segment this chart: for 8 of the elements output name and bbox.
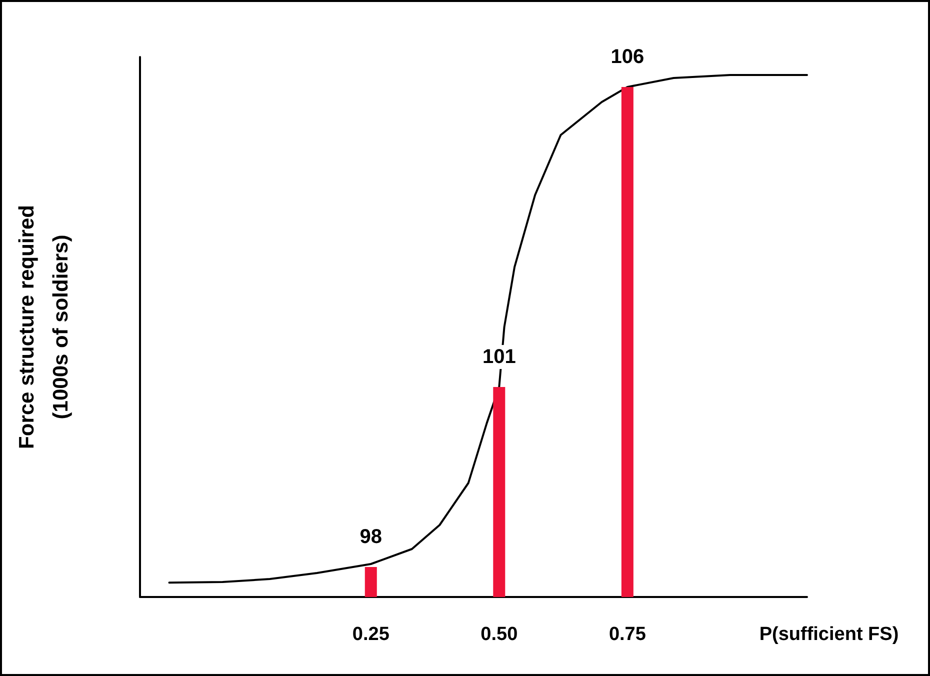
data-label: 106 <box>610 46 644 68</box>
x-tick-label: 0.75 <box>608 624 646 645</box>
x-tick-label: 0.50 <box>480 624 518 645</box>
data-label: 101 <box>482 346 516 368</box>
y-axis-title: Force structure required (1000s of soldiers) <box>16 205 72 449</box>
x-tick-label: 0.25 <box>352 624 390 645</box>
x-axis-title: P(sufficient FS) <box>759 624 899 645</box>
data-label: 98 <box>360 526 382 548</box>
